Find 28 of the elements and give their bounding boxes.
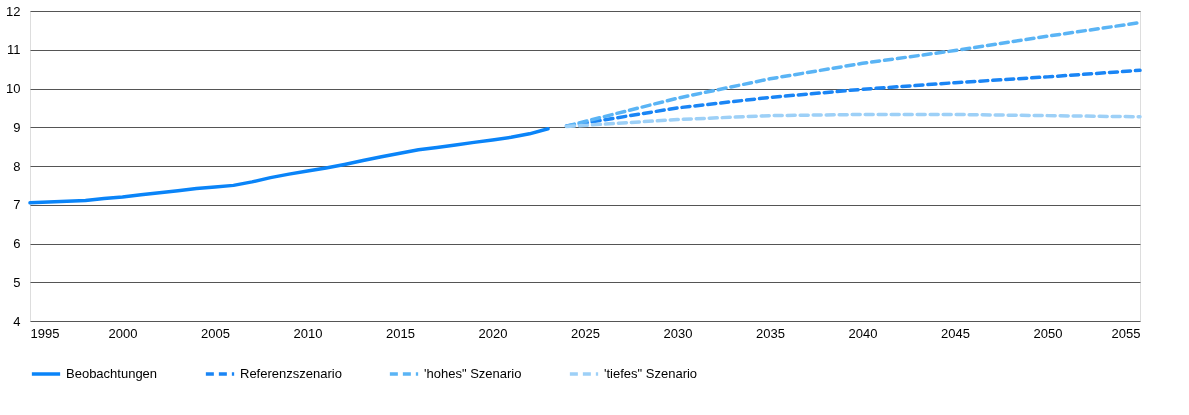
y-tick-label: 10 — [6, 81, 21, 96]
y-tick-label: 9 — [13, 119, 21, 135]
x-tick-label: 2035 — [756, 325, 785, 341]
x-tick-label: 2005 — [201, 325, 230, 341]
legend-label: 'tiefes" Szenario — [604, 366, 698, 381]
x-tick-label: 2015 — [386, 325, 415, 341]
legend-label: 'hohes" Szenario — [424, 366, 522, 381]
x-tick-label: 2040 — [848, 325, 878, 341]
line-series — [28, 127, 550, 205]
y-tick-label: 6 — [13, 236, 21, 251]
y-tick-label: 5 — [13, 274, 21, 290]
legend-label: Beobachtungen — [66, 366, 158, 381]
y-tick-label: 11 — [7, 42, 21, 58]
legend-label: Referenzszenario — [240, 366, 342, 381]
x-tick-label: 2030 — [663, 325, 693, 341]
x-tick-label: 2020 — [478, 325, 508, 341]
x-tick-label: 2000 — [108, 325, 138, 341]
line-series — [564, 112, 1142, 129]
y-tick-label: 8 — [13, 158, 21, 174]
x-tick-label: 1995 — [30, 325, 60, 341]
y-tick-label: 12 — [6, 3, 21, 19]
x-tick-label: 2045 — [941, 325, 970, 341]
x-tick-label: 2025 — [571, 325, 600, 341]
y-tick-label: 4 — [13, 313, 21, 329]
x-tick-label: 2050 — [1033, 325, 1063, 341]
x-tick-label: 2055 — [1111, 325, 1141, 341]
y-tick-label: 7 — [13, 197, 21, 213]
x-tick-label: 2010 — [293, 325, 323, 341]
